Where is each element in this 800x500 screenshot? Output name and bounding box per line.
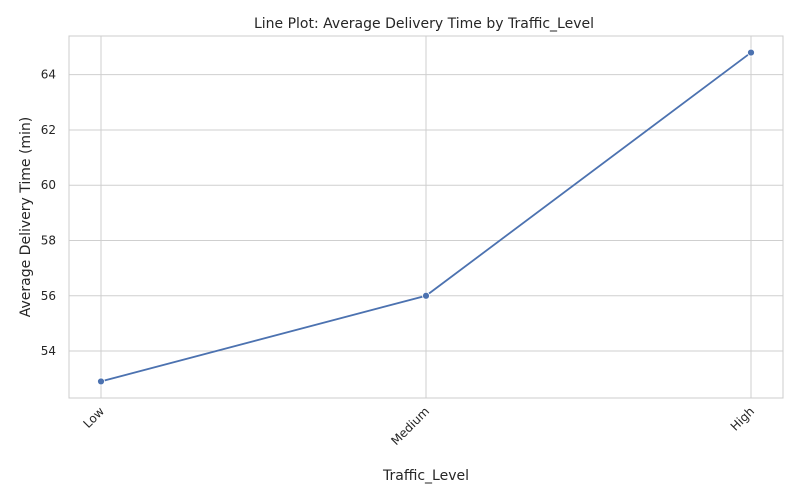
y-tick-label: 56 — [41, 289, 56, 303]
x-tick-label: High — [728, 404, 757, 433]
y-tick-label: 60 — [41, 178, 56, 192]
y-tick-label: 54 — [41, 344, 56, 358]
x-tick-label: Medium — [388, 404, 432, 448]
series-group — [97, 48, 755, 386]
grid — [69, 36, 783, 398]
x-axis-label: Traffic_Level — [382, 468, 469, 484]
plot-frame — [68, 35, 784, 399]
y-tick-label: 64 — [41, 68, 56, 82]
y-tick-label: 62 — [41, 123, 56, 137]
data-point — [97, 377, 105, 386]
data-point — [747, 48, 755, 57]
x-axis-ticks: Low Medium High — [81, 404, 758, 448]
y-axis-label: Average Delivery Time (min) — [18, 117, 34, 318]
data-point — [422, 291, 430, 300]
y-axis-ticks: 54 56 58 60 62 64 — [41, 68, 56, 358]
chart-title: Line Plot: Average Delivery Time by Traf… — [254, 16, 594, 32]
x-tick-label: Low — [81, 404, 108, 431]
y-tick-label: 58 — [41, 233, 56, 247]
